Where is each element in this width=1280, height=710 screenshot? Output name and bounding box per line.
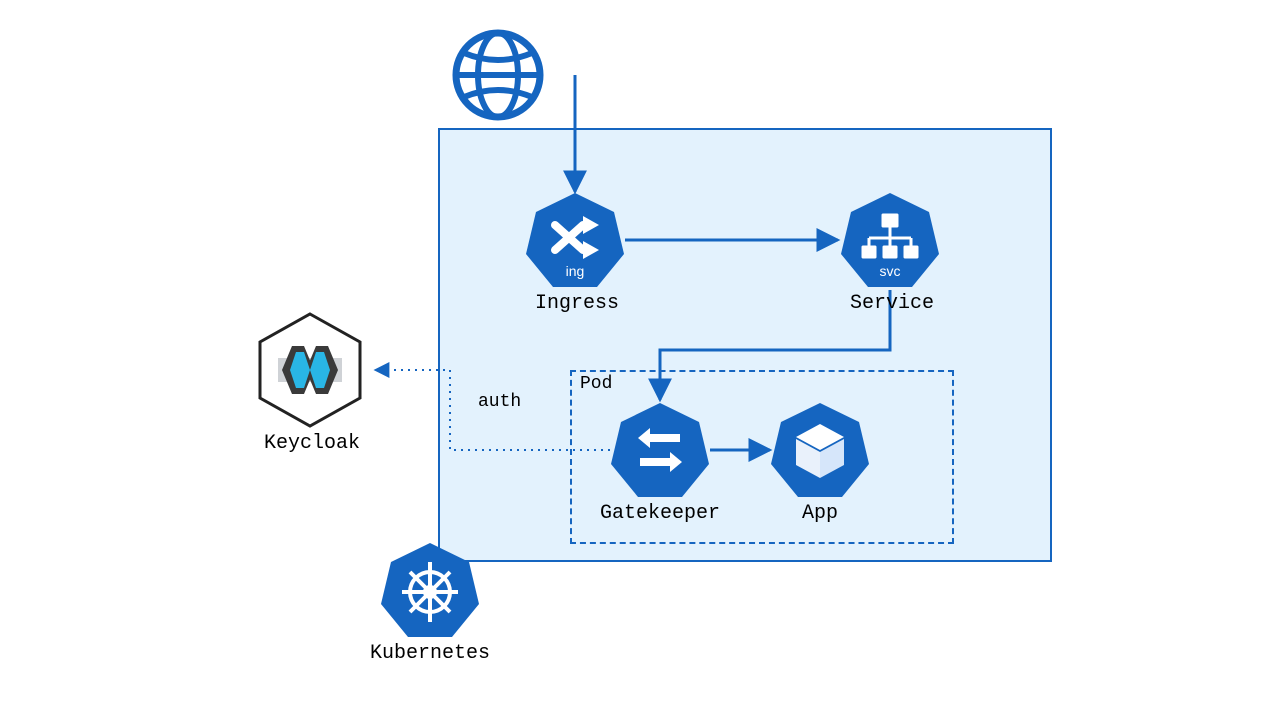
globe-icon <box>448 25 548 125</box>
edges-layer <box>0 0 1280 710</box>
keycloak-node <box>248 308 372 432</box>
ingress-label: Ingress <box>535 292 615 315</box>
edge-label-auth: auth <box>478 392 521 412</box>
service-label: Service <box>850 292 930 315</box>
architecture-diagram: Pod auth <box>0 0 1280 710</box>
gatekeeper-label: Gatekeeper <box>600 502 720 525</box>
kubernetes-label: Kubernetes <box>370 642 490 665</box>
kubernetes-node <box>380 540 480 640</box>
app-label: App <box>795 502 845 525</box>
service-node: svc <box>840 190 940 290</box>
keycloak-label: Keycloak <box>262 432 362 455</box>
app-node <box>770 400 870 500</box>
svg-text:ing: ing <box>566 263 585 279</box>
svg-text:svc: svc <box>880 263 901 279</box>
gatekeeper-node <box>610 400 710 500</box>
ingress-node: ing <box>525 190 625 290</box>
